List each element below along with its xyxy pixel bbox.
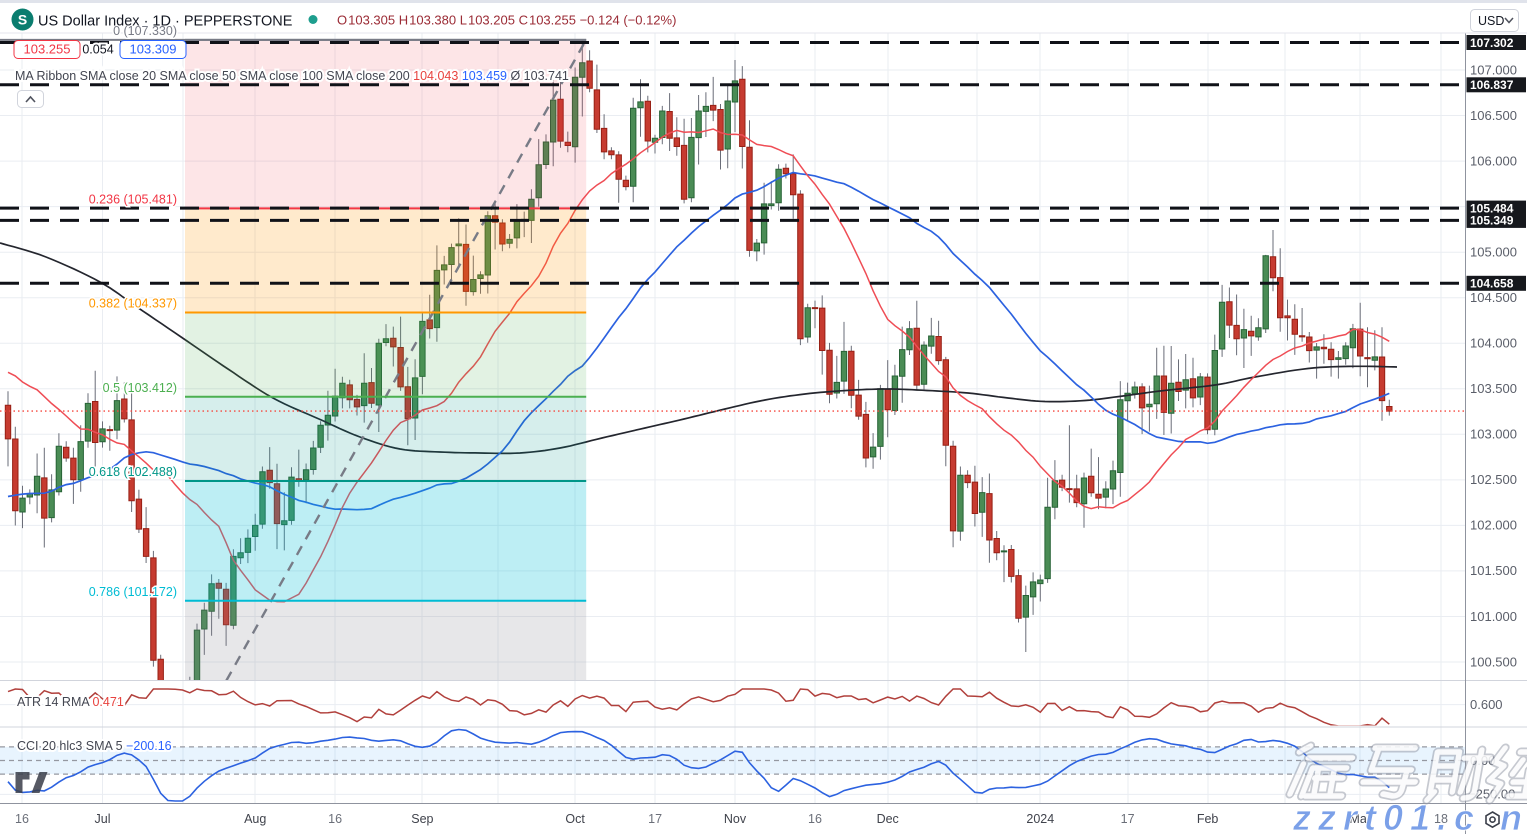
svg-text:107.302: 107.302	[1470, 36, 1514, 50]
svg-text:0.786 (101.172): 0.786 (101.172)	[89, 585, 177, 599]
svg-text:S: S	[18, 12, 27, 28]
svg-text:106.000: 106.000	[1470, 153, 1517, 168]
svg-text:103.000: 103.000	[1470, 427, 1517, 442]
svg-text:100.500: 100.500	[1470, 654, 1517, 669]
svg-text:104.500: 104.500	[1470, 290, 1517, 305]
svg-text:16: 16	[808, 812, 822, 826]
svg-text:102.000: 102.000	[1470, 518, 1517, 533]
svg-text:0 (107.330): 0 (107.330)	[113, 24, 177, 38]
svg-text:0.618 (102.488): 0.618 (102.488)	[89, 465, 177, 479]
svg-text:Jul: Jul	[95, 812, 111, 826]
svg-text:103.255: 103.255	[24, 42, 71, 57]
svg-text:104.000: 104.000	[1470, 336, 1517, 351]
svg-text:0.236 (105.481): 0.236 (105.481)	[89, 192, 177, 206]
svg-text:Nov: Nov	[724, 812, 747, 826]
svg-text:zzrt01.c: zzrt01.c	[1292, 797, 1481, 834]
svg-text:102.500: 102.500	[1470, 472, 1517, 487]
svg-text:Dec: Dec	[877, 812, 899, 826]
svg-text:US Dollar Index · 1D · PEPPERS: US Dollar Index · 1D · PEPPERSTONE	[38, 14, 293, 30]
svg-text:105.484: 105.484	[1470, 201, 1514, 215]
svg-text:Feb: Feb	[1197, 812, 1219, 826]
svg-text:106.500: 106.500	[1470, 108, 1517, 123]
svg-text:103.500: 103.500	[1470, 381, 1517, 396]
svg-text:105.000: 105.000	[1470, 245, 1517, 260]
svg-text:105.349: 105.349	[1470, 214, 1514, 228]
svg-text:0.5 (103.412): 0.5 (103.412)	[103, 381, 177, 395]
svg-text:Oct: Oct	[565, 812, 585, 826]
svg-text:USD: USD	[1478, 14, 1504, 28]
svg-text:Mar: Mar	[1349, 812, 1371, 826]
svg-text:O103.305 H103.380 L103.205: O103.305 H103.380 L103.205 C103.255 −0.1…	[337, 13, 676, 28]
svg-text:17: 17	[1121, 812, 1135, 826]
svg-text:101.500: 101.500	[1470, 563, 1517, 578]
svg-text:ATR 14 RMA 0.471: ATR 14 RMA 0.471	[17, 695, 124, 709]
svg-text:16: 16	[15, 812, 29, 826]
svg-text:104.658: 104.658	[1470, 277, 1514, 291]
svg-text:n: n	[1500, 797, 1522, 834]
svg-text:MA Ribbon SMA close 20 SMA clo: MA Ribbon SMA close 20 SMA close 50 SMA …	[15, 69, 569, 83]
svg-text:0.382 (104.337): 0.382 (104.337)	[89, 297, 177, 311]
svg-text:17: 17	[648, 812, 662, 826]
svg-text:Aug: Aug	[244, 812, 266, 826]
svg-text:18: 18	[1434, 812, 1448, 826]
svg-text:101.000: 101.000	[1470, 609, 1517, 624]
svg-text:106.837: 106.837	[1470, 78, 1514, 92]
svg-text:2024: 2024	[1026, 812, 1054, 826]
svg-text:0.600: 0.600	[1470, 697, 1503, 712]
svg-text:CCI 20 hlc3 SMA 5 −200.16: CCI 20 hlc3 SMA 5 −200.16	[17, 739, 172, 753]
svg-text:Sep: Sep	[411, 812, 433, 826]
svg-text:16: 16	[328, 812, 342, 826]
svg-text:103.309: 103.309	[130, 42, 177, 57]
svg-text:107.000: 107.000	[1470, 62, 1517, 77]
svg-text:0.054: 0.054	[82, 43, 113, 57]
